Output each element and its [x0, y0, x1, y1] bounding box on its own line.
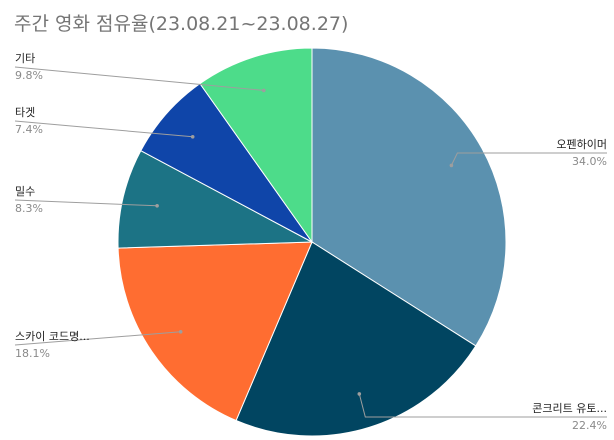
leader-dot-밀수 — [155, 204, 159, 208]
slice-label-스카이-코드명: 스카이 코드명... — [15, 330, 90, 343]
slice-value-타겟: 7.4% — [15, 123, 43, 136]
slice-value-오펜하이머: 34.0% — [572, 155, 607, 168]
slice-label-타겟: 타겟 — [15, 106, 35, 119]
slice-value-콘크리트-유토: 22.4% — [572, 419, 607, 432]
leader-dot-오펜하이머 — [450, 164, 454, 168]
slice-value-기타: 9.8% — [15, 69, 43, 82]
leader-dot-스카이-코드명 — [179, 330, 183, 334]
slice-label-콘크리트-유토: 콘크리트 유토... — [532, 402, 607, 415]
slice-value-스카이-코드명: 18.1% — [15, 347, 50, 360]
slice-label-기타: 기타 — [15, 52, 35, 65]
leader-dot-콘크리트-유토 — [358, 392, 362, 396]
slice-label-오펜하이머: 오펜하이머 — [556, 137, 607, 151]
slice-label-밀수: 밀수 — [15, 185, 35, 198]
slice-value-밀수: 8.3% — [15, 202, 43, 215]
leader-dot-타겟 — [191, 135, 195, 139]
leader-dot-기타 — [262, 89, 266, 93]
